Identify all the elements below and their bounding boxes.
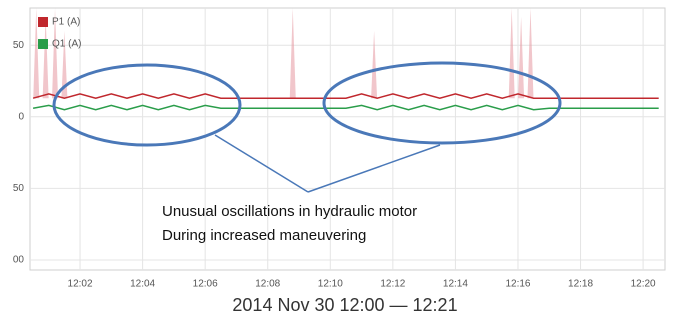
legend-swatch xyxy=(38,39,48,49)
x-tick-label: 12:10 xyxy=(318,279,343,290)
annotation: During increased maneuvering xyxy=(162,227,366,244)
plot-area xyxy=(29,7,666,271)
x-tick-label: 12:18 xyxy=(568,279,593,290)
annotation-pointer xyxy=(307,144,441,193)
y-tick-label: 50 xyxy=(13,183,25,194)
x-tick-label: 12:14 xyxy=(443,279,468,290)
x-tick-label: 12:02 xyxy=(68,279,93,290)
annotation-pointer xyxy=(214,134,309,193)
annotation-ellipse xyxy=(52,63,242,147)
x-tick-label: 12:20 xyxy=(631,279,656,290)
annotation-ellipse xyxy=(322,61,562,145)
x-tick-label: 12:08 xyxy=(255,279,280,290)
spike xyxy=(371,30,378,99)
spike xyxy=(42,16,49,99)
y-tick-label: 00 xyxy=(13,255,25,266)
spike xyxy=(52,8,59,99)
y-tick-label: 0 xyxy=(18,111,24,122)
series-line xyxy=(32,93,659,99)
chart-subtitle: 2014 Nov 30 12:00 — 12:21 xyxy=(232,295,457,315)
y-tick-label: 50 xyxy=(13,40,25,51)
legend-label: Q1 (A) xyxy=(52,39,81,50)
series-line xyxy=(32,104,659,111)
x-tick-label: 12:04 xyxy=(130,279,155,290)
legend-label: P1 (A) xyxy=(52,17,80,28)
spike xyxy=(508,8,515,99)
spike xyxy=(61,30,68,99)
x-tick-label: 12:06 xyxy=(193,279,218,290)
annotation: Unusual oscillations in hydraulic motor xyxy=(162,203,417,220)
spike xyxy=(289,8,296,99)
x-tick-label: 12:12 xyxy=(380,279,405,290)
x-tick-label: 12:16 xyxy=(505,279,530,290)
spike xyxy=(518,16,525,99)
spike xyxy=(33,8,40,99)
marks: 50 0 50 00 12:02 12:04 12:06 12:08 12:10 12:12 12:… xyxy=(13,8,665,290)
legend-swatch xyxy=(38,17,48,27)
